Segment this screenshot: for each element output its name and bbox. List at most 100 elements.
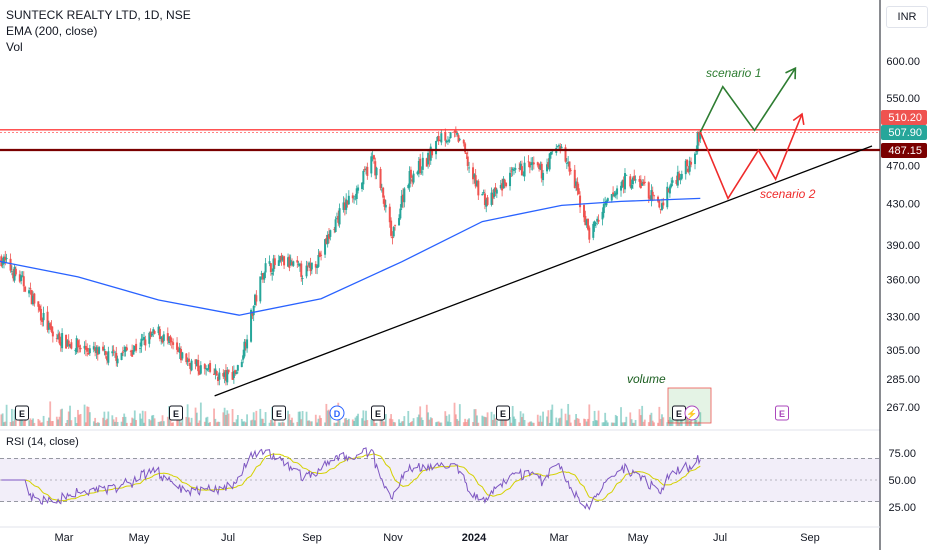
volume-bar	[272, 422, 275, 426]
candle-body	[261, 273, 264, 280]
volume-bar	[57, 419, 60, 426]
candle-body	[604, 203, 607, 204]
candle-body	[28, 290, 31, 294]
volume-bar	[560, 408, 563, 426]
candle-body	[269, 263, 272, 273]
candle-body	[653, 195, 656, 197]
volume-bar	[495, 420, 498, 426]
volume-bar	[77, 409, 79, 426]
candle-body	[699, 132, 702, 140]
price-tag-label: 487.15	[888, 145, 922, 157]
candle-body	[548, 153, 551, 170]
candle-body	[334, 219, 337, 232]
volume-bar	[447, 421, 449, 426]
candle-body	[577, 188, 580, 195]
volume-bar	[408, 422, 411, 426]
volume-bar	[567, 403, 570, 426]
volume-bar	[620, 407, 622, 426]
earnings-marker-label: E	[779, 409, 785, 419]
candle-body	[197, 360, 200, 372]
volume-bar	[616, 416, 618, 426]
candle-body	[429, 146, 432, 161]
volume-bar	[135, 419, 137, 426]
price-tag-label: 510.20	[888, 112, 922, 124]
volume-legend[interactable]: Vol	[6, 40, 23, 54]
volume-bar	[431, 418, 433, 426]
volume-bar	[629, 412, 632, 426]
candle-body	[58, 333, 61, 344]
candle-body	[427, 152, 430, 165]
candle-body	[226, 370, 229, 383]
volume-bar	[421, 420, 424, 426]
volume-bar	[279, 422, 282, 426]
candle-body	[569, 170, 572, 171]
candle-body	[143, 337, 146, 340]
volume-bar	[448, 414, 451, 426]
currency-selector[interactable]: INR	[886, 6, 928, 28]
volume-bar	[262, 418, 264, 426]
volume-bar	[374, 422, 377, 426]
candle-body	[679, 177, 682, 180]
candle-body	[449, 132, 452, 139]
candle-body	[281, 257, 284, 261]
candle-body	[625, 174, 628, 176]
rsi-tick-label: 75.00	[888, 448, 916, 460]
candle-body	[668, 186, 671, 194]
volume-bar	[365, 410, 367, 426]
ema-legend[interactable]: EMA (200, close)	[6, 24, 98, 38]
candle-body	[379, 168, 382, 189]
candle-body	[251, 312, 254, 316]
volume-bar	[231, 409, 234, 426]
volume-bar	[388, 418, 391, 426]
volume-bar	[351, 419, 354, 426]
volume-bar	[235, 419, 238, 426]
candle-body	[643, 181, 646, 184]
candle-body	[499, 185, 502, 189]
volume-bar	[106, 418, 108, 426]
volume-bar	[161, 415, 164, 426]
candle-body	[320, 254, 323, 256]
candle-body	[59, 341, 62, 346]
candle-body	[532, 162, 535, 165]
volume-bar	[583, 418, 585, 426]
candle-body	[490, 192, 493, 205]
candle-body	[465, 152, 468, 155]
rsi-legend[interactable]: RSI (14, close)	[6, 436, 79, 448]
volume-bar	[291, 417, 293, 426]
candle-body	[47, 322, 50, 330]
volume-bar	[416, 417, 419, 426]
candle-body	[407, 185, 410, 188]
candle-body	[383, 199, 386, 207]
candle-body	[115, 352, 118, 361]
volume-bar	[252, 412, 255, 426]
volume-bar	[521, 417, 523, 426]
volume-bar	[218, 421, 221, 426]
candle-body	[660, 203, 663, 210]
volume-bar	[309, 421, 312, 426]
candle-body	[667, 188, 670, 193]
candle-body	[314, 264, 317, 268]
candle-body	[209, 363, 212, 372]
candle-body	[519, 163, 522, 170]
candle-body	[176, 342, 179, 350]
volume-bar	[116, 421, 119, 426]
volume-bar	[597, 410, 600, 426]
candle-body	[671, 180, 674, 183]
candle-body	[218, 372, 221, 380]
volume-bar	[98, 422, 100, 426]
candle-body	[454, 130, 457, 133]
volume-bar	[306, 420, 309, 426]
candle-body	[514, 168, 517, 170]
volume-bar	[435, 422, 437, 426]
volume-bar	[292, 422, 295, 426]
candle-body	[94, 347, 97, 351]
volume-bar	[185, 416, 188, 426]
volume-bar	[427, 412, 430, 426]
candle-body	[438, 140, 441, 142]
volume-bar	[612, 422, 614, 426]
time-axis: Mar May Jul Sep Nov 2024 Mar May Jul Sep	[55, 532, 820, 544]
earnings-marker-label: E	[375, 409, 381, 419]
candle-body	[12, 272, 15, 279]
candle-body	[234, 370, 237, 374]
